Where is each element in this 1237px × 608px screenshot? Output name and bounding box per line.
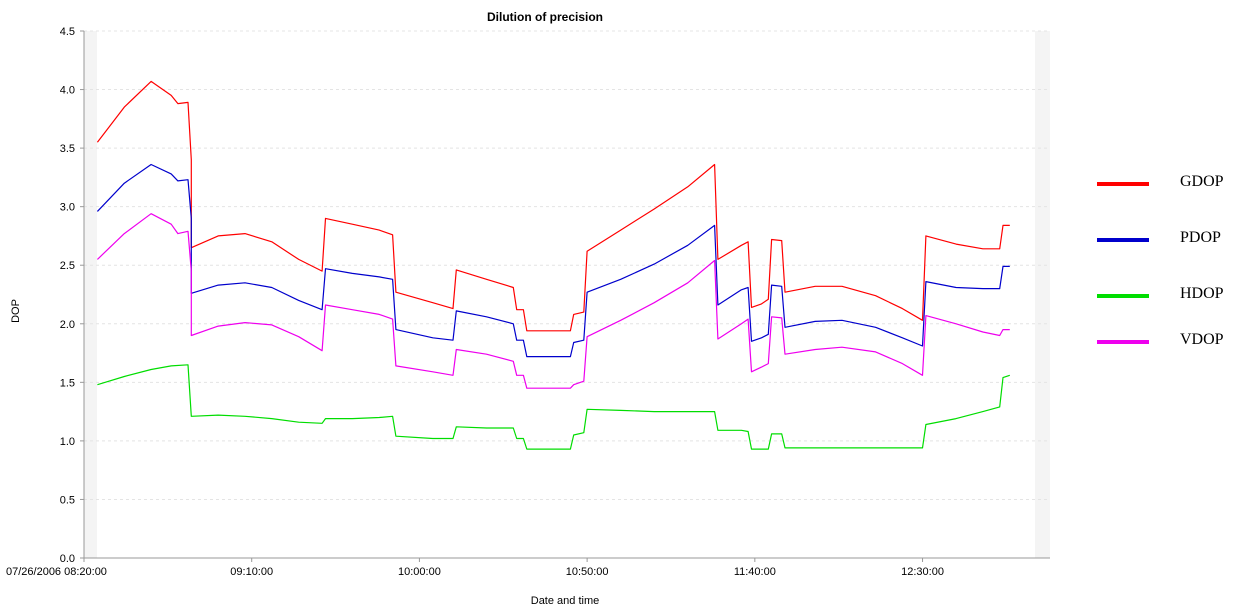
y-tick-label: 2.5 bbox=[60, 260, 75, 272]
legend-swatch bbox=[1097, 294, 1149, 298]
legend-label: VDOP bbox=[1180, 331, 1224, 348]
legend-label: HDOP bbox=[1180, 285, 1224, 302]
y-tick-label: 4.5 bbox=[60, 26, 75, 38]
chart-title: Dilution of precision bbox=[487, 10, 603, 24]
y-tick-label: 1.0 bbox=[60, 436, 75, 448]
x-tick-label: 10:50:00 bbox=[566, 566, 609, 578]
y-tick-label: 4.0 bbox=[60, 85, 75, 97]
y-axis-ticks: 0.0 0.5 1.0 1.5 2.0 2.5 3.0 3.5 4.0 4.5 bbox=[60, 26, 84, 565]
plot-area bbox=[84, 31, 1050, 558]
legend-label: GDOP bbox=[1180, 173, 1224, 190]
x-tick-label: 11:40:00 bbox=[734, 566, 776, 578]
legend-item-gdop: GDOP bbox=[1097, 172, 1237, 196]
y-tick-label: 3.0 bbox=[60, 202, 75, 214]
legend-item-hdop: HDOP bbox=[1097, 284, 1237, 308]
axes bbox=[83, 31, 1050, 559]
gridlines bbox=[84, 30, 1050, 500]
legend-swatch bbox=[1097, 182, 1149, 186]
legend-swatch bbox=[1097, 340, 1149, 344]
series-line-gdop bbox=[96, 80, 1010, 332]
legend-label: PDOP bbox=[1180, 229, 1221, 246]
x-tick-label: 07/26/2006 08:20:00 bbox=[6, 566, 107, 578]
series-line-hdop bbox=[97, 364, 1010, 450]
y-tick-label: 0.0 bbox=[60, 553, 75, 565]
x-tick-label: 12:30:00 bbox=[901, 566, 944, 578]
legend-swatch bbox=[1097, 238, 1149, 242]
y-tick-label: 1.5 bbox=[60, 377, 75, 389]
x-axis-label: Date and time bbox=[531, 595, 599, 607]
x-axis-ticks: 07/26/2006 08:20:00 09:10:00 10:00:00 10:50… bbox=[6, 558, 944, 578]
y-tick-label: 0.5 bbox=[60, 494, 75, 506]
x-tick-label: 09:10:00 bbox=[230, 566, 273, 578]
series-line-pdop bbox=[96, 163, 1010, 358]
legend-item-pdop: PDOP bbox=[1097, 228, 1237, 252]
series-lines bbox=[96, 80, 1010, 450]
plot-data-region bbox=[97, 31, 1035, 558]
y-tick-label: 2.0 bbox=[60, 319, 75, 331]
series-line-vdop bbox=[96, 213, 1010, 389]
y-tick-label: 3.5 bbox=[60, 143, 75, 155]
legend-item-vdop: VDOP bbox=[1097, 330, 1237, 354]
x-tick-label: 10:00:00 bbox=[398, 566, 441, 578]
y-axis-label: DOP bbox=[10, 299, 22, 323]
